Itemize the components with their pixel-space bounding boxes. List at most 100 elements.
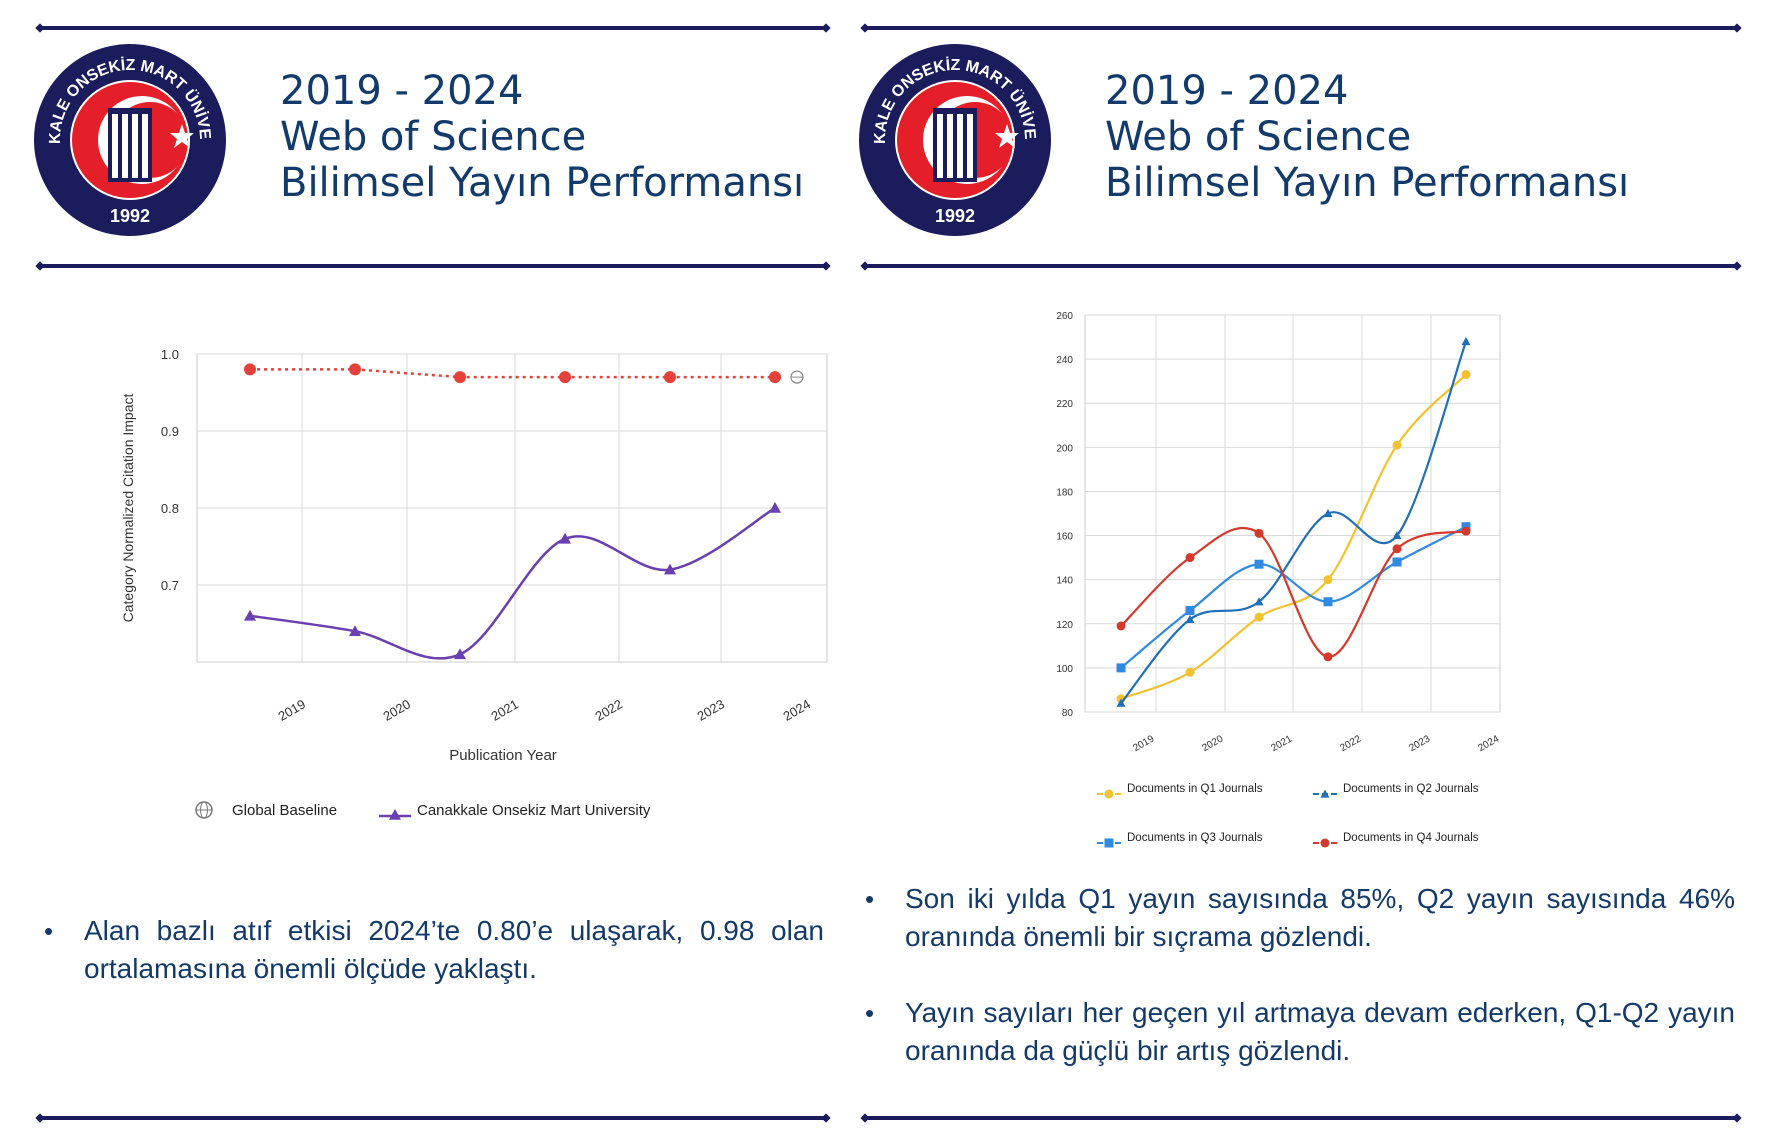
- title-line-3: Bilimsel Yayın Performansı: [1105, 160, 1630, 206]
- page-title: 2019 - 2024 Web of Science Bilimsel Yayı…: [1105, 68, 1629, 206]
- y-tick-label: 0.9: [161, 424, 179, 439]
- data-point: [1116, 621, 1126, 631]
- series-line: [249, 506, 776, 660]
- x-tick-label: 2023: [694, 696, 727, 723]
- y-tick-label: 240: [1056, 355, 1073, 366]
- y-tick-label: 220: [1056, 399, 1073, 410]
- title-line-2: Web of Science: [280, 114, 587, 160]
- data-point: [1392, 440, 1402, 450]
- y-axis-label: Category Normalized Citation Impact: [120, 394, 136, 623]
- y-tick-label: 160: [1056, 532, 1073, 543]
- x-tick-label: 2024: [1476, 733, 1501, 754]
- bullet-item: Alan bazlı atıf etkisi 2024’te 0.80’e ul…: [44, 912, 824, 988]
- data-point: [1185, 606, 1195, 616]
- x-tick-label: 2019: [275, 696, 308, 723]
- legend-label: Documents in Q2 Journals: [1343, 783, 1479, 795]
- data-point: [1323, 509, 1333, 518]
- data-point: [1185, 667, 1195, 677]
- title-line-3: Bilimsel Yayın Performansı: [280, 160, 805, 206]
- y-tick-label: 120: [1056, 620, 1073, 631]
- x-tick-label: 2021: [1269, 733, 1294, 754]
- legend-label: Global Baseline: [232, 802, 337, 819]
- y-tick-label: 180: [1056, 487, 1073, 498]
- logo-year: 1992: [935, 206, 975, 226]
- series-line: [250, 368, 775, 379]
- top-divider: [865, 26, 1737, 30]
- y-tick-label: 100: [1056, 664, 1073, 675]
- y-tick-label: 0.7: [161, 578, 179, 593]
- right-bullet-list: Son iki yılda Q1 yayın sayısında 85%, Q2…: [865, 880, 1735, 1070]
- data-point: [1461, 526, 1471, 536]
- top-divider: [40, 26, 826, 30]
- legend-label: Documents in Q4 Journals: [1343, 832, 1479, 844]
- x-tick-label: 2023: [1407, 733, 1432, 754]
- x-tick-label: 2021: [488, 696, 521, 723]
- data-point: [1392, 531, 1402, 540]
- legend-label: Documents in Q3 Journals: [1127, 832, 1263, 844]
- data-point: [1323, 652, 1333, 662]
- data-point: [1392, 544, 1402, 554]
- y-tick-label: 140: [1056, 576, 1073, 587]
- university-logo: ÇANAKKALE ONSEKİZ MART ÜNİVERSİTESİ 1992: [849, 26, 1055, 240]
- series-2: [244, 502, 781, 660]
- x-axis-label: Publication Year: [449, 747, 557, 764]
- data-point: [1254, 597, 1264, 606]
- page-title: 2019 - 2024 Web of Science Bilimsel Yayı…: [280, 68, 804, 206]
- legend: Global Baseline Canakkale Onsekiz Mart Un…: [195, 801, 651, 820]
- left-panel: ÇANAKKALE ONSEKİZ MART ÜNİVERSİTESİ 1992…: [0, 0, 830, 1148]
- data-point: [349, 625, 361, 636]
- logo-year: 1992: [110, 206, 150, 226]
- header-divider: [40, 264, 826, 268]
- x-tick-label: 2024: [780, 696, 813, 723]
- data-point: [1254, 559, 1264, 569]
- bottom-divider: [40, 1116, 826, 1120]
- data-point: [1323, 597, 1333, 607]
- title-years: 2019 - 2024: [280, 68, 524, 114]
- series-4: [1116, 526, 1471, 662]
- data-point: [1461, 336, 1471, 346]
- data-point: [454, 648, 466, 660]
- legend-marker: [1320, 838, 1330, 848]
- bottom-divider: [865, 1116, 1737, 1120]
- data-point: [1116, 663, 1126, 673]
- x-tick-label: 2022: [592, 696, 625, 723]
- series-2: [1116, 336, 1471, 707]
- left-bullet-list: Alan bazlı atıf etkisi 2024’te 0.80’e ul…: [44, 912, 824, 988]
- data-point: [1185, 553, 1195, 563]
- data-point: [1392, 557, 1402, 567]
- data-point: [1254, 612, 1264, 622]
- title-years: 2019 - 2024: [1105, 68, 1349, 114]
- grid: [196, 353, 828, 663]
- bullet-item: Yayın sayıları her geçen yıl artmaya dev…: [865, 994, 1735, 1070]
- legend-marker: [1320, 789, 1330, 798]
- data-point: [559, 532, 571, 544]
- y-tick-label: 80: [1062, 708, 1074, 719]
- data-point: [664, 371, 676, 384]
- y-tick-label: 1.0: [161, 347, 179, 362]
- y-tick-label: 200: [1056, 443, 1073, 454]
- legend-label: Canakkale Onsekiz Mart University: [417, 802, 651, 819]
- right-panel: ÇANAKKALE ONSEKİZ MART ÜNİVERSİTESİ 1992…: [849, 0, 1737, 1148]
- x-tick-label: 2020: [380, 696, 413, 723]
- y-tick-label: 0.8: [161, 501, 179, 516]
- y-tick-label: 260: [1056, 311, 1073, 322]
- series-1: [244, 363, 781, 384]
- data-point: [244, 363, 256, 376]
- bullet-item: Son iki yılda Q1 yayın sayısında 85%, Q2…: [865, 880, 1735, 956]
- legend-label: Documents in Q1 Journals: [1127, 783, 1263, 795]
- legend-marker: [1104, 789, 1114, 799]
- grid: [1084, 314, 1501, 713]
- data-point: [454, 371, 466, 384]
- x-tick-label: 2019: [1131, 733, 1156, 754]
- legend: Documents in Q1 Journals Documents in Q2 …: [1097, 783, 1479, 848]
- data-point: [1461, 370, 1471, 380]
- data-point: [664, 563, 676, 575]
- university-logo: ÇANAKKALE ONSEKİZ MART ÜNİVERSİTESİ 1992: [24, 26, 230, 240]
- x-tick-label: 2020: [1200, 733, 1225, 754]
- data-point: [1116, 698, 1126, 707]
- data-point: [349, 363, 361, 376]
- data-point: [769, 502, 781, 513]
- quartile-documents-line-chart: 80 100 120 140 160 180 200 220 240 260 2019 2020 202…: [1056, 311, 1502, 848]
- data-point: [1185, 614, 1195, 623]
- data-point: [1323, 575, 1333, 585]
